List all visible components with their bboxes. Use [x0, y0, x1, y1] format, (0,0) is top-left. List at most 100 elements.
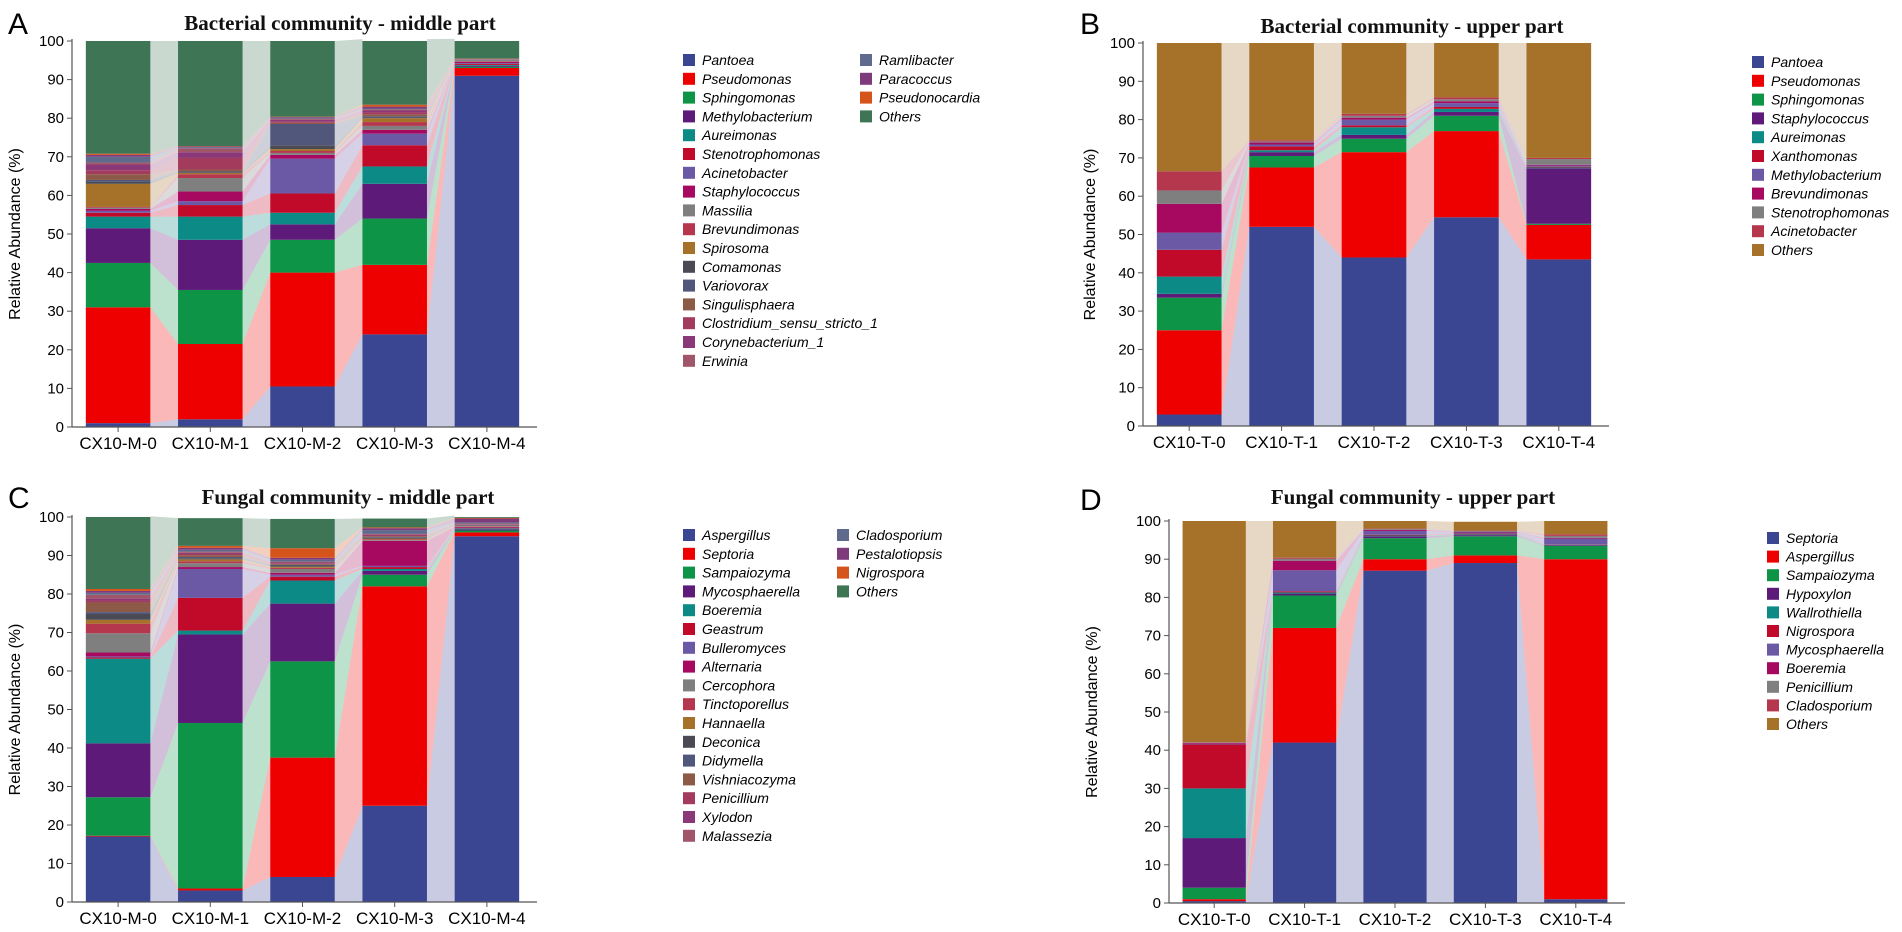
- bar-sampaiozyma-4: [454, 530, 520, 533]
- band-staphylococcus: [242, 154, 271, 202]
- bar-cladosporium-4: [1544, 534, 1608, 536]
- legend-swatch: [1767, 662, 1779, 675]
- bar-malassezia-0: [85, 594, 151, 599]
- band-staphylococcus: [426, 61, 455, 134]
- bar-corynebacterium-1-1: [178, 152, 243, 158]
- x-tick-label: CX10-M-3: [356, 909, 433, 928]
- bar-pantoea-1: [178, 419, 243, 427]
- y-tick-label: 40: [1144, 742, 1161, 759]
- legend-label: Alternaria: [701, 659, 762, 675]
- y-tick-label: 70: [1118, 150, 1135, 167]
- bar-aspergillus-0: [85, 836, 151, 902]
- band-cercophora: [426, 526, 455, 541]
- legend-label: Aspergillus: [1785, 549, 1854, 565]
- x-tick-label: CX10-M-4: [448, 434, 525, 453]
- legend-label: Erwinia: [702, 353, 748, 369]
- band-aureimonas: [1221, 150, 1250, 294]
- panel-label: B: [1080, 8, 1100, 41]
- bar-pantoea-2: [270, 386, 335, 427]
- band-sampaiozyma: [150, 722, 179, 889]
- bar-others-3: [362, 41, 427, 105]
- band-cercophora: [334, 540, 363, 573]
- y-tick-label: 40: [47, 265, 64, 282]
- bar-aspergillus-1: [1272, 627, 1337, 743]
- band-variovorax: [334, 116, 363, 146]
- band-geastrum: [242, 576, 271, 631]
- band-others: [1498, 43, 1527, 158]
- bar-singulisphaera-1: [178, 169, 243, 172]
- band-paracoccus: [242, 117, 271, 148]
- band-didymella: [334, 537, 363, 566]
- band-aspergillus: [1245, 627, 1273, 902]
- bar-geastrum-2: [270, 576, 335, 581]
- x-tick-label: CX10-M-3: [356, 434, 433, 453]
- band-aureimonas: [242, 212, 271, 240]
- bar-bulleromyces-3: [362, 565, 427, 568]
- x-tick-label: CX10-T-2: [1359, 910, 1432, 929]
- bar-penicillium-3: [1453, 530, 1518, 532]
- bar-others-0: [85, 41, 151, 154]
- bar-variovorax-3: [362, 116, 427, 118]
- legend-swatch: [683, 698, 695, 711]
- bar-acinetobacter-0: [1156, 171, 1222, 191]
- bar-acinetobacter-3: [362, 133, 427, 146]
- band-alternaria: [334, 540, 363, 575]
- band-spirosoma: [426, 60, 455, 123]
- band-mycosphaerella: [1517, 532, 1545, 545]
- bar-alternaria-3: [362, 540, 427, 566]
- bar-paracoccus-1: [178, 146, 243, 148]
- bar-aspergillus-4: [454, 536, 520, 902]
- bar-stenotrophomonas-3: [362, 145, 427, 167]
- bar-xanthomonas-0: [1156, 249, 1222, 277]
- connector-bands: [150, 515, 455, 902]
- bar-sphingomonas-1: [178, 289, 243, 345]
- band-pantoea: [1406, 217, 1435, 426]
- band-brevundimonas: [1498, 101, 1527, 166]
- bar-mycosphaerella-2: [1363, 530, 1427, 535]
- legend-label: Paracoccus: [879, 71, 952, 87]
- bar-pantoea-4: [454, 75, 520, 428]
- panel-c: C Fungal community - middle part Relative …: [7, 482, 943, 928]
- bar-others-3: [1453, 521, 1518, 531]
- band-hypoxylon: [1517, 535, 1545, 546]
- legend-label: Massilia: [702, 202, 753, 218]
- band-pantoea: [334, 334, 363, 427]
- legend-swatch: [1752, 74, 1764, 87]
- bar-pestalotiopsis-0: [85, 590, 151, 593]
- band-septoria: [242, 757, 271, 891]
- bar-segments: [1156, 43, 1592, 426]
- bar-xylodon-1: [178, 552, 243, 554]
- bar-boeremia-4: [1544, 537, 1608, 539]
- legend-swatch: [1767, 606, 1779, 619]
- band-tinctoporellus: [334, 539, 363, 569]
- bar-boeremia-0: [1182, 742, 1246, 744]
- bar-aureimonas-1: [1249, 150, 1314, 153]
- legend: Pantoea Pseudomonas Sphingomonas Staphyloco…: [1752, 54, 1889, 258]
- band-ramlibacter: [242, 117, 271, 149]
- bar-methylobacterium-0: [85, 228, 151, 263]
- bar-hannaella-2: [270, 566, 335, 568]
- band-erwinia: [242, 118, 271, 153]
- band-aureimonas: [426, 64, 455, 184]
- bar-tinctoporellus-3: [362, 539, 427, 541]
- bar-pseudonocardia-0: [85, 153, 151, 155]
- legend-swatch: [683, 91, 695, 104]
- y-tick-label: 0: [56, 419, 64, 436]
- legend-label: Spirosoma: [702, 240, 769, 256]
- band-brevundimonas: [1221, 142, 1250, 233]
- bar-ramlibacter-2: [270, 117, 335, 119]
- legend-label: Stenotrophomonas: [702, 146, 820, 162]
- band-alternaria: [426, 527, 455, 566]
- band-hypoxylon: [1336, 536, 1364, 596]
- bar-pantoea-0: [85, 423, 151, 427]
- bar-sphingomonas-4: [454, 66, 520, 69]
- legend-label: Pantoea: [1771, 54, 1823, 70]
- band-brevundimonas: [150, 174, 179, 208]
- y-tick-label: 20: [47, 342, 64, 359]
- bar-sampaiozyma-0: [1182, 887, 1246, 900]
- band-clostridium-sensu-stricto-1: [242, 121, 271, 170]
- x-tick-label: CX10-T-2: [1338, 433, 1411, 452]
- legend-swatch: [1767, 532, 1779, 544]
- legend-label: Acinetobacter: [701, 165, 789, 181]
- bar-cercophora-0: [85, 633, 151, 653]
